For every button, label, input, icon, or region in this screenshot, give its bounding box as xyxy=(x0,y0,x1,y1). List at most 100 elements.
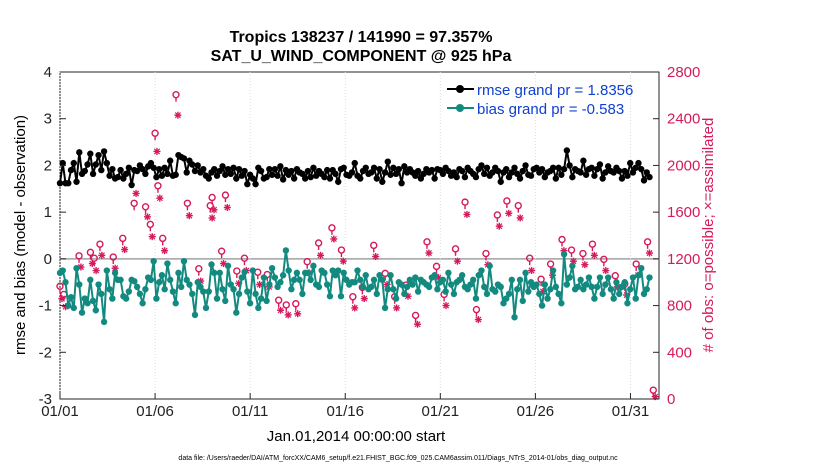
rmse-point xyxy=(370,164,378,171)
bias-point xyxy=(384,286,392,293)
rmse-point xyxy=(401,163,408,170)
rmse-point xyxy=(321,173,328,181)
rmse-point xyxy=(615,167,623,175)
bias-point xyxy=(142,286,149,293)
bias-point xyxy=(536,290,543,298)
rmse-point xyxy=(643,169,650,176)
rmse-point xyxy=(505,173,513,181)
obs-assimilated-marker xyxy=(58,295,66,303)
rmse-point xyxy=(335,178,342,185)
bias-point xyxy=(111,269,119,277)
rmse-point xyxy=(398,179,405,187)
rmse-point xyxy=(227,170,234,178)
bias-point xyxy=(304,269,312,277)
left-tick-label: 0 xyxy=(44,251,52,268)
rmse-point xyxy=(114,173,122,181)
bias-point xyxy=(282,247,290,254)
rmse-point xyxy=(373,175,380,182)
rmse-point xyxy=(155,165,163,173)
bias-point xyxy=(635,272,642,279)
rmse-point xyxy=(153,173,160,181)
rmse-point xyxy=(541,173,549,181)
rmse-point xyxy=(445,167,452,175)
rmse-point xyxy=(604,163,612,170)
rmse-point xyxy=(122,170,130,178)
rmse-point xyxy=(277,163,284,170)
bias-point xyxy=(106,286,113,293)
bias-point xyxy=(558,300,565,307)
bias-point xyxy=(175,269,182,277)
obs-assimilated-marker xyxy=(495,222,503,230)
rmse-point xyxy=(70,159,77,167)
rmse-point xyxy=(191,167,199,175)
rmse-point xyxy=(384,158,392,165)
bias-point xyxy=(263,297,270,305)
bias-point xyxy=(618,283,626,291)
rmse-point xyxy=(596,161,604,168)
x-tick-label: 01/16 xyxy=(326,403,364,420)
bias-point xyxy=(643,286,650,293)
bias-point xyxy=(125,288,133,295)
bias-point xyxy=(321,269,328,277)
bias-point xyxy=(469,276,477,284)
right-tick-label: 0 xyxy=(667,391,675,408)
rmse-point xyxy=(635,159,642,167)
bias-point xyxy=(183,276,190,284)
bias-point xyxy=(533,281,540,288)
rmse-point xyxy=(522,162,529,169)
bias-point xyxy=(200,288,207,295)
bias-point xyxy=(117,276,124,284)
bias-point xyxy=(492,288,499,295)
bias-point xyxy=(527,279,535,286)
bias-point xyxy=(640,290,648,298)
rmse-point xyxy=(161,164,168,171)
bias-point xyxy=(403,283,411,291)
bias-point xyxy=(213,295,221,302)
bias-point xyxy=(511,314,518,321)
bias-point xyxy=(268,265,276,272)
bias-point xyxy=(158,272,166,279)
rmse-point xyxy=(200,165,207,173)
bias-point xyxy=(310,262,317,270)
legend-bias-label: bias grand pr = -0.583 xyxy=(477,101,624,118)
left-tick-label: 2 xyxy=(44,157,52,174)
rmse-point xyxy=(56,179,64,187)
right-tick-label: 1200 xyxy=(667,251,700,268)
rmse-point xyxy=(549,164,557,171)
bias-point xyxy=(244,288,251,295)
right-tick-label: 400 xyxy=(667,344,692,361)
bias-point xyxy=(624,300,631,307)
bias-point xyxy=(549,267,557,274)
rmse-point xyxy=(390,164,397,171)
bias-point xyxy=(81,295,88,302)
obs-assimilated-marker xyxy=(277,306,285,314)
bias-point xyxy=(180,257,188,265)
bias-point xyxy=(205,288,212,295)
rmse-point xyxy=(514,170,521,178)
bias-point xyxy=(525,288,532,295)
rmse-point xyxy=(629,169,637,176)
obs-assimilated-marker xyxy=(161,247,169,255)
bias-point xyxy=(467,281,474,288)
rmse-point xyxy=(139,165,146,173)
bias-point xyxy=(354,267,361,274)
rmse-point xyxy=(274,172,281,179)
rmse-point xyxy=(219,163,226,170)
obs-assimilated-marker xyxy=(602,267,610,275)
rmse-point xyxy=(481,170,488,178)
bias-point xyxy=(381,304,389,312)
rmse-point xyxy=(304,167,312,175)
obs-assimilated-marker xyxy=(121,246,129,254)
rmse-point xyxy=(508,169,515,176)
obs-assimilated-marker xyxy=(339,257,347,265)
bias-point xyxy=(208,261,215,268)
rmse-point xyxy=(65,179,72,187)
x-tick-label: 01/06 xyxy=(136,403,174,420)
rmse-point xyxy=(133,167,141,175)
rmse-point xyxy=(84,161,91,168)
bias-point xyxy=(326,293,334,300)
bias-point xyxy=(580,286,587,293)
rmse-point xyxy=(323,166,331,174)
bias-point xyxy=(164,260,171,267)
